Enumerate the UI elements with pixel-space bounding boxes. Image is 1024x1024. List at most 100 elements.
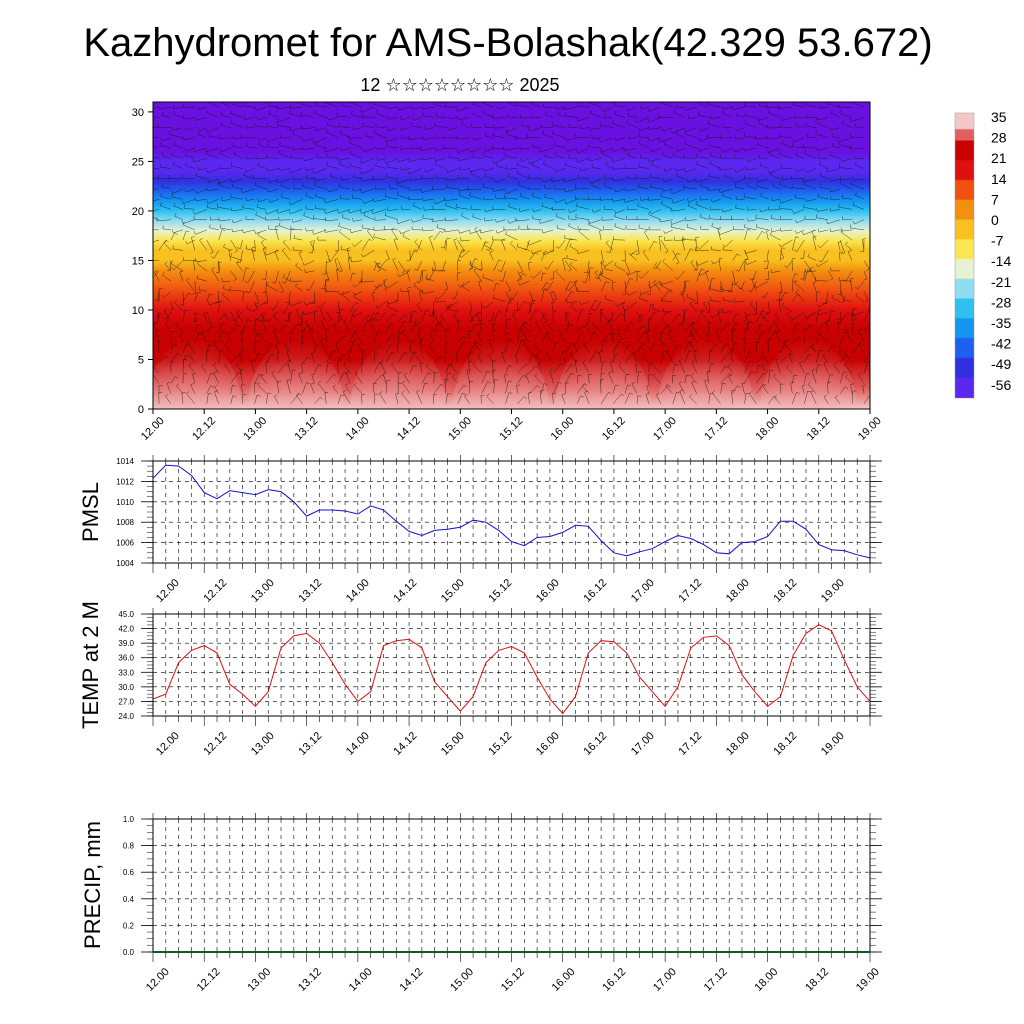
wind-barbs	[153, 102, 870, 405]
warm-lobe	[760, 339, 857, 409]
pmsl-panel: PMSL 1004 1006 1008 1010 1012 1014 12.00 12.12 1…	[78, 455, 882, 605]
x-tick-label: 17.12	[702, 966, 730, 994]
x-tick-label: 13.00	[249, 577, 277, 605]
x-tick-label: 12.00	[154, 577, 182, 605]
y-tick-label: 1004	[116, 559, 134, 568]
x-tick-label: 17.00	[629, 730, 657, 758]
x-tick-label: 19.00	[819, 730, 847, 758]
y-tick-label: 25	[132, 156, 144, 168]
x-tick-label: 15.12	[497, 415, 525, 443]
x-tick-label: 19.00	[856, 415, 884, 443]
x-tick-label: 15.12	[499, 966, 527, 994]
x-tick-label: 18.12	[771, 730, 799, 758]
y-tick-label: 10	[132, 305, 144, 317]
y-tick-label: 1008	[116, 518, 134, 527]
colorbar-tick-label: -49	[991, 356, 1011, 372]
temp-panel: TEMP at 2 M 24.0 27.0 30.0 33.0 36.0 39.0 42.0…	[78, 601, 882, 758]
colorbar-tick-label: 0	[991, 212, 999, 228]
colorbar-bar	[954, 112, 975, 399]
x-tick-label: 17.12	[676, 730, 704, 758]
y-tick-label: 0.0	[123, 948, 135, 957]
x-tick-label: 12.00	[139, 415, 167, 443]
x-tick-label: 15.00	[439, 577, 467, 605]
x-tick-label: 14.00	[347, 966, 375, 994]
x-tick-label: 15.12	[486, 577, 514, 605]
x-tick-label: 15.00	[439, 730, 467, 758]
y-tick-label: 39.0	[118, 639, 134, 648]
warm-lobe	[657, 339, 754, 409]
y-tick-label: 1010	[116, 498, 134, 507]
y-tick-label: 0.2	[123, 921, 135, 930]
x-tick-label: 15.00	[448, 966, 476, 994]
colorbar: 35 28 21 14 7 0 -7 -14 -21 -28 -35 -42 -49 -56	[954, 109, 1011, 399]
x-tick-label: 14.00	[344, 730, 372, 758]
y-tick-label: 1012	[116, 477, 134, 486]
x-tick-label: 13.12	[293, 415, 321, 443]
chart-title: Kazhydromet for AMS-Bolashak(42.329 53.6…	[83, 21, 932, 65]
x-tick-label: 14.12	[397, 966, 425, 994]
x-tick-label: 13.12	[296, 966, 324, 994]
colorbar-labels: 35 28 21 14 7 0 -7 -14 -21 -28 -35 -42 -49 -56	[991, 109, 1011, 393]
x-tick-label: 19.00	[854, 966, 882, 994]
x-tick-label: 16.12	[600, 966, 628, 994]
y-tick-label: 1006	[116, 539, 134, 548]
x-tick-label: 19.00	[819, 577, 847, 605]
heatmap-warm-lobes	[153, 339, 857, 409]
colorbar-tick-label: -28	[991, 294, 1011, 310]
x-tick-label: 15.12	[486, 730, 514, 758]
x-tick-label: 17.00	[651, 966, 679, 994]
warm-lobe	[555, 339, 652, 409]
x-tick-label: 12.12	[201, 730, 229, 758]
x-tick-label: 18.12	[803, 966, 831, 994]
colorbar-tick-label: -42	[991, 336, 1011, 352]
x-tick-label: 18.12	[771, 577, 799, 605]
y-tick-label: 42.0	[118, 625, 134, 634]
x-tick-label: 12.12	[190, 415, 218, 443]
warm-lobe	[248, 339, 345, 409]
y-tick-label: 1.0	[123, 815, 135, 824]
colorbar-tick-label: 7	[991, 191, 999, 207]
temp-ylabel: TEMP at 2 M	[78, 601, 103, 729]
x-tick-label: 12.00	[154, 730, 182, 758]
x-tick-label: 16.00	[549, 415, 577, 443]
x-tick-label: 14.00	[344, 415, 372, 443]
y-tick-label: 45.0	[118, 610, 134, 619]
x-tick-label: 17.00	[651, 415, 679, 443]
colorbar-tick-label: 14	[991, 171, 1007, 187]
colorbar-tick-label: 28	[991, 130, 1007, 146]
x-tick-label: 13.00	[249, 730, 277, 758]
x-tick-label: 14.12	[391, 577, 419, 605]
x-tick-label: 18.00	[753, 415, 781, 443]
precip-ylabel: PRECIP, mm	[80, 821, 105, 949]
x-tick-label: 18.00	[724, 730, 752, 758]
pmsl-series-line	[152, 464, 871, 559]
x-tick-label: 12.12	[201, 577, 229, 605]
x-tick-label: 16.00	[534, 730, 562, 758]
x-tick-label: 13.00	[241, 415, 269, 443]
x-tick-label: 16.00	[550, 966, 578, 994]
x-tick-label: 18.00	[752, 966, 780, 994]
x-tick-label: 17.00	[629, 577, 657, 605]
x-tick-label: 14.00	[344, 577, 372, 605]
x-tick-label: 17.12	[676, 577, 704, 605]
colorbar-tick-label: -7	[991, 233, 1004, 249]
warm-lobe	[452, 339, 549, 409]
x-tick-label: 12.12	[195, 966, 223, 994]
x-tick-label: 16.12	[581, 730, 609, 758]
y-tick-label: 36.0	[118, 654, 134, 663]
y-tick-label: 24.0	[118, 712, 134, 721]
colorbar-tick-label: 35	[991, 109, 1007, 125]
pmsl-ylabel: PMSL	[78, 482, 103, 542]
y-tick-label: 30	[132, 107, 144, 119]
x-tick-label: 18.12	[805, 415, 833, 443]
colorbar-tick-label: 21	[991, 150, 1007, 166]
precip-panel: PRECIP, mm 0.0 0.2 0.4 0.6 0.8 1.0 12.00 12.12 1…	[80, 813, 882, 994]
y-tick-label: 15	[132, 255, 144, 267]
x-tick-label: 16.00	[534, 577, 562, 605]
x-tick-label: 15.00	[446, 415, 474, 443]
x-tick-label: 12.00	[144, 966, 172, 994]
y-tick-label: 1014	[116, 457, 134, 466]
colorbar-tick-label: -21	[991, 274, 1011, 290]
chart-subtitle: 12 ☆☆☆☆☆☆☆☆ 2025	[360, 75, 559, 95]
